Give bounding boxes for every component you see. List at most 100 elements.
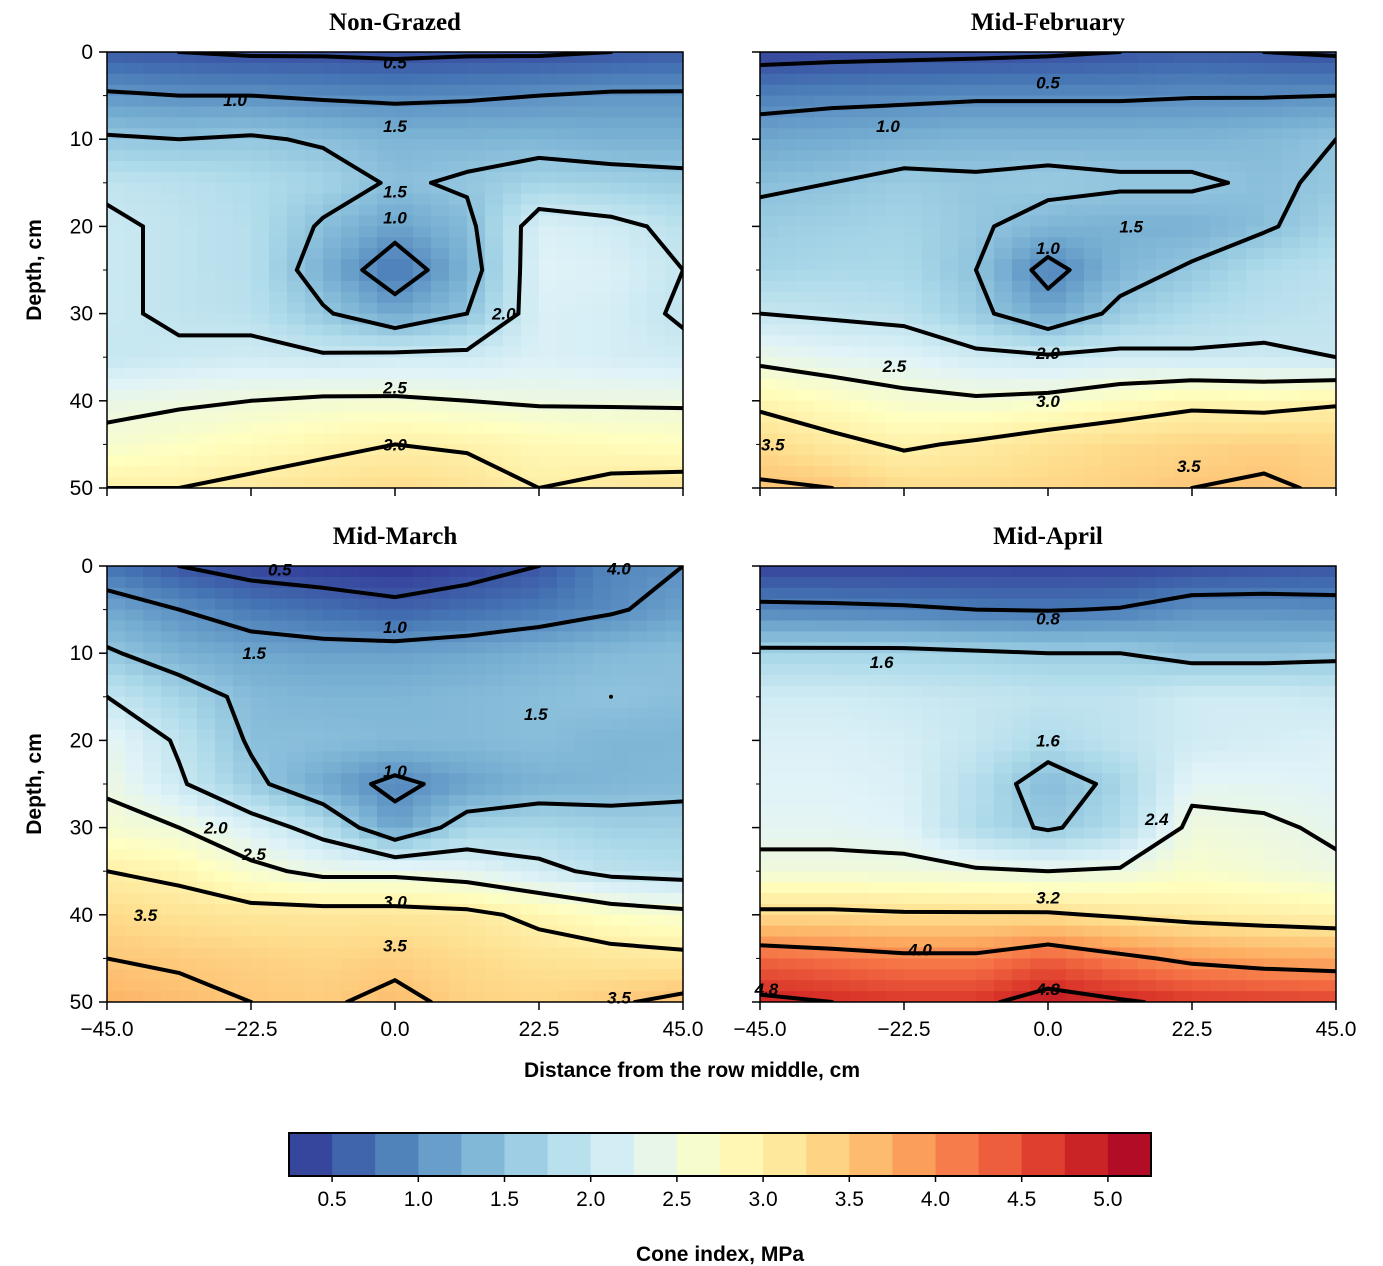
heat-cell — [485, 466, 504, 478]
heat-cell — [1066, 291, 1085, 304]
heat-cell — [1030, 444, 1049, 456]
heat-cell — [287, 117, 306, 129]
heat-cell — [1264, 751, 1283, 763]
heat-cell — [161, 631, 180, 643]
heat-cell — [1318, 182, 1336, 195]
heat-cell — [179, 784, 198, 796]
heat-cell — [1030, 215, 1049, 227]
heat-cell — [814, 466, 833, 478]
heat-cell — [251, 226, 270, 238]
heat-cell — [557, 642, 576, 654]
heat-cell — [1030, 805, 1049, 818]
heat-cell — [796, 215, 815, 227]
heat-cell — [1318, 84, 1336, 97]
heat-cell — [1318, 302, 1336, 315]
heat-cell — [760, 389, 779, 402]
heat-cell — [467, 991, 486, 1002]
heat-cell — [1066, 675, 1085, 687]
heat-cell — [197, 379, 216, 391]
heat-cell — [449, 280, 468, 293]
heat-cell — [629, 620, 648, 632]
heat-cell — [796, 193, 815, 206]
heat-cell — [107, 762, 126, 774]
heat-cell — [413, 707, 432, 720]
heat-cell — [760, 368, 779, 380]
heat-cell — [868, 400, 887, 413]
heat-cell — [1030, 653, 1049, 665]
heat-cell — [850, 248, 869, 260]
heat-cell — [215, 139, 234, 151]
heat-cell — [1048, 784, 1067, 796]
heat-cell — [1264, 664, 1283, 676]
heat-cell — [521, 838, 540, 850]
heat-cell — [1084, 729, 1103, 741]
heat-cell — [1048, 182, 1067, 195]
heat-cell — [1228, 161, 1247, 173]
heat-cell — [904, 161, 923, 173]
heat-cell — [1228, 653, 1247, 665]
heat-cell — [868, 204, 887, 217]
heat-cell — [521, 784, 540, 796]
heat-cell — [1210, 827, 1229, 840]
heat-cell — [922, 215, 941, 227]
heat-cell — [850, 291, 869, 304]
heat-cell — [413, 193, 432, 206]
heat-cell — [1174, 849, 1193, 861]
heat-cell — [850, 860, 869, 872]
heat-cell — [1246, 696, 1265, 709]
heat-cell — [665, 925, 683, 938]
heat-cell — [593, 696, 612, 709]
heat-cell — [593, 270, 612, 282]
heat-cell — [575, 291, 594, 304]
heat-cell — [1012, 598, 1031, 611]
heat-cell — [778, 368, 797, 380]
heat-cell — [958, 291, 977, 304]
heat-cell — [1138, 762, 1157, 774]
heat-cell — [125, 969, 144, 981]
heat-cell — [395, 838, 414, 850]
heat-cell — [868, 455, 887, 467]
heat-cell — [521, 182, 540, 195]
heat-cell — [449, 980, 468, 992]
heat-cell — [1012, 62, 1031, 75]
heat-cell — [868, 740, 887, 752]
heat-cell — [1192, 675, 1211, 687]
heat-cell — [431, 620, 450, 632]
heat-cell — [850, 259, 869, 271]
heat-cell — [197, 860, 216, 872]
heat-cell — [760, 455, 779, 467]
heat-cell — [611, 762, 630, 774]
heat-cell — [1210, 718, 1229, 731]
heat-cell — [467, 411, 486, 424]
heat-cell — [161, 903, 180, 916]
heat-cell — [1264, 389, 1283, 402]
heat-cell — [143, 128, 162, 140]
heat-cell — [485, 609, 504, 622]
heat-cell — [832, 324, 851, 336]
heat-cell — [377, 936, 396, 949]
heat-cell — [503, 805, 522, 818]
heat-cell — [377, 566, 396, 578]
heat-cell — [431, 784, 450, 796]
heat-cell — [305, 379, 324, 391]
heat-cell — [431, 411, 450, 424]
heat-cell — [922, 106, 941, 118]
heat-cell — [1192, 576, 1211, 589]
heat-cell — [760, 860, 779, 872]
heat-cell — [922, 291, 941, 304]
heat-cell — [161, 215, 180, 227]
heat-cell — [323, 762, 342, 774]
heat-cell — [557, 411, 576, 424]
heat-cell — [575, 936, 594, 949]
heat-cell — [665, 609, 683, 622]
heat-cell — [539, 139, 558, 151]
heat-cell — [161, 914, 180, 927]
heat-cell — [305, 368, 324, 380]
heat-cell — [1048, 357, 1067, 369]
heat-cell — [629, 379, 648, 391]
heat-cell — [125, 226, 144, 238]
heat-cell — [341, 302, 360, 315]
heat-cell — [323, 642, 342, 654]
heat-cell — [215, 707, 234, 720]
heat-cell — [323, 707, 342, 720]
